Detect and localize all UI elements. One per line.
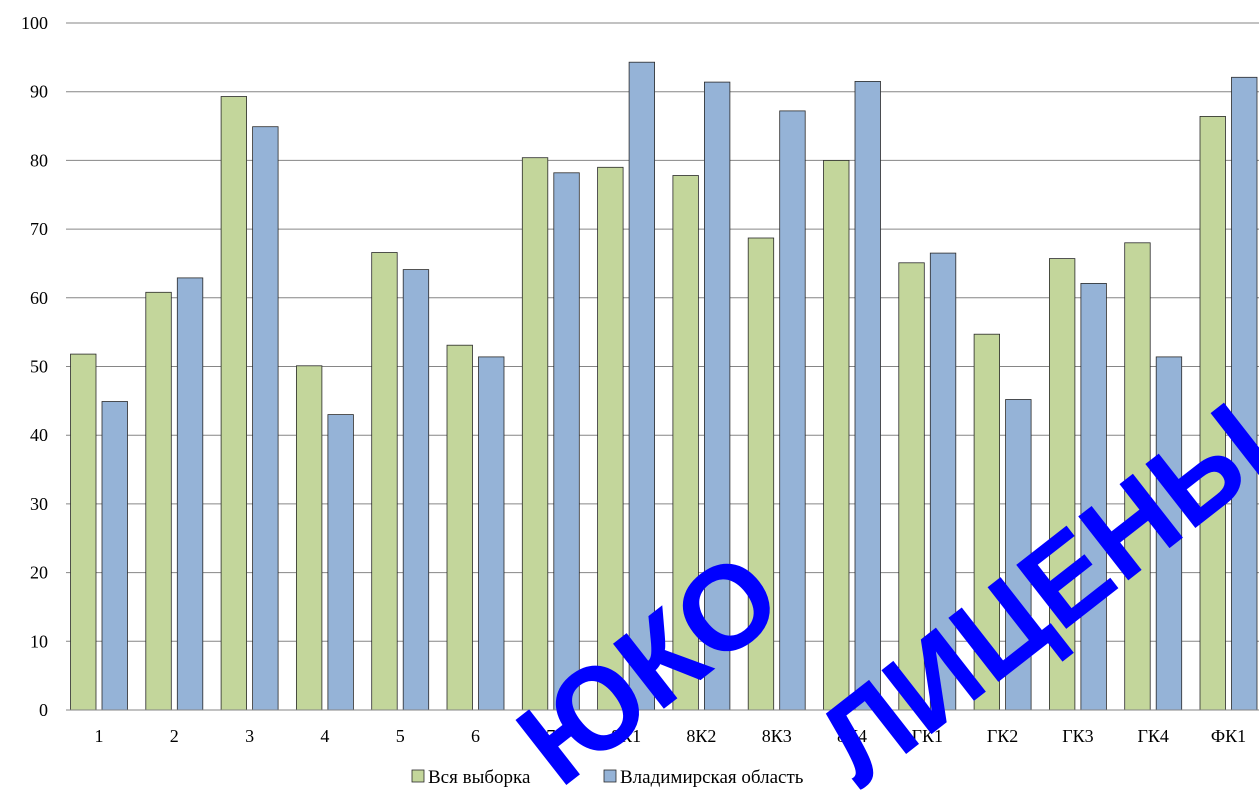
x-tick-label: 1 [95, 726, 104, 746]
bar-series2 [553, 172, 580, 711]
bar-series1 [1049, 258, 1076, 711]
bar-series2 [327, 414, 354, 711]
y-tick-label: 90 [30, 82, 48, 102]
x-tick-label: ГК2 [987, 726, 1018, 746]
bar-series2 [1231, 76, 1258, 711]
bar-series2 [402, 269, 430, 711]
bar-series1 [1124, 242, 1151, 711]
x-tick-label: 7 [546, 726, 555, 746]
bar-series1 [70, 353, 97, 711]
y-tick-label: 40 [30, 425, 48, 445]
bar-series1 [973, 333, 1000, 711]
x-tick-label: 5 [396, 726, 405, 746]
bar-series1 [823, 159, 850, 711]
bar-series2 [101, 401, 128, 711]
x-tick-label: 3 [245, 726, 254, 746]
bar-series1 [747, 237, 775, 711]
legend: Вся выборка Владимирская область [411, 767, 804, 788]
y-axis: 0 10 20 30 40 50 60 70 80 90 100 [21, 13, 48, 720]
bar-series1 [220, 96, 248, 711]
bar-series2 [854, 81, 881, 711]
bar-series2 [628, 61, 655, 711]
legend-swatch [411, 769, 425, 783]
y-tick-label: 30 [30, 494, 48, 514]
bar-series2 [252, 126, 279, 711]
x-tick-label: 8К2 [686, 726, 716, 746]
y-tick-label: 0 [39, 700, 48, 720]
legend-label: Владимирская область [620, 767, 804, 788]
x-axis: 1 2 3 4 5 6 7 8К1 8К2 8К3 8К4 ГК1 ГК2 ГК3 ГК4 ФК1 [95, 726, 1247, 746]
x-tick-label: 8К1 [611, 726, 641, 746]
y-tick-label: 80 [30, 150, 48, 170]
bar-series1 [446, 344, 473, 711]
x-tick-label: 4 [320, 726, 329, 746]
bar-series2 [929, 252, 957, 711]
x-tick-label: ФК1 [1211, 726, 1246, 746]
bar-series2 [176, 277, 204, 711]
bars [70, 61, 1258, 711]
bar-series1 [521, 157, 549, 711]
bar-series2 [1155, 356, 1183, 711]
x-tick-label: 8К4 [837, 726, 867, 746]
bar-series1 [597, 166, 624, 711]
bar-series2 [779, 110, 806, 711]
bar-series1 [371, 252, 398, 711]
x-tick-label: ГК3 [1062, 726, 1093, 746]
y-tick-label: 50 [30, 357, 48, 377]
x-tick-label: ГК1 [912, 726, 943, 746]
legend-swatch [603, 769, 617, 783]
y-tick-label: 100 [21, 13, 48, 33]
y-tick-label: 20 [30, 563, 48, 583]
x-tick-label: 6 [471, 726, 480, 746]
bar-series2 [704, 81, 731, 711]
y-tick-label: 60 [30, 288, 48, 308]
x-tick-label: 2 [170, 726, 179, 746]
bar-series2 [478, 356, 505, 711]
legend-label: Вся выборка [428, 767, 531, 788]
bar-series1 [1199, 116, 1226, 711]
bar-series2 [1080, 282, 1107, 711]
x-tick-label: ГК4 [1137, 726, 1168, 746]
bar-series1 [145, 291, 172, 711]
y-tick-label: 10 [30, 631, 48, 651]
bar-series1 [295, 365, 323, 711]
x-tick-label: 8К3 [762, 726, 792, 746]
y-tick-label: 70 [30, 219, 48, 239]
